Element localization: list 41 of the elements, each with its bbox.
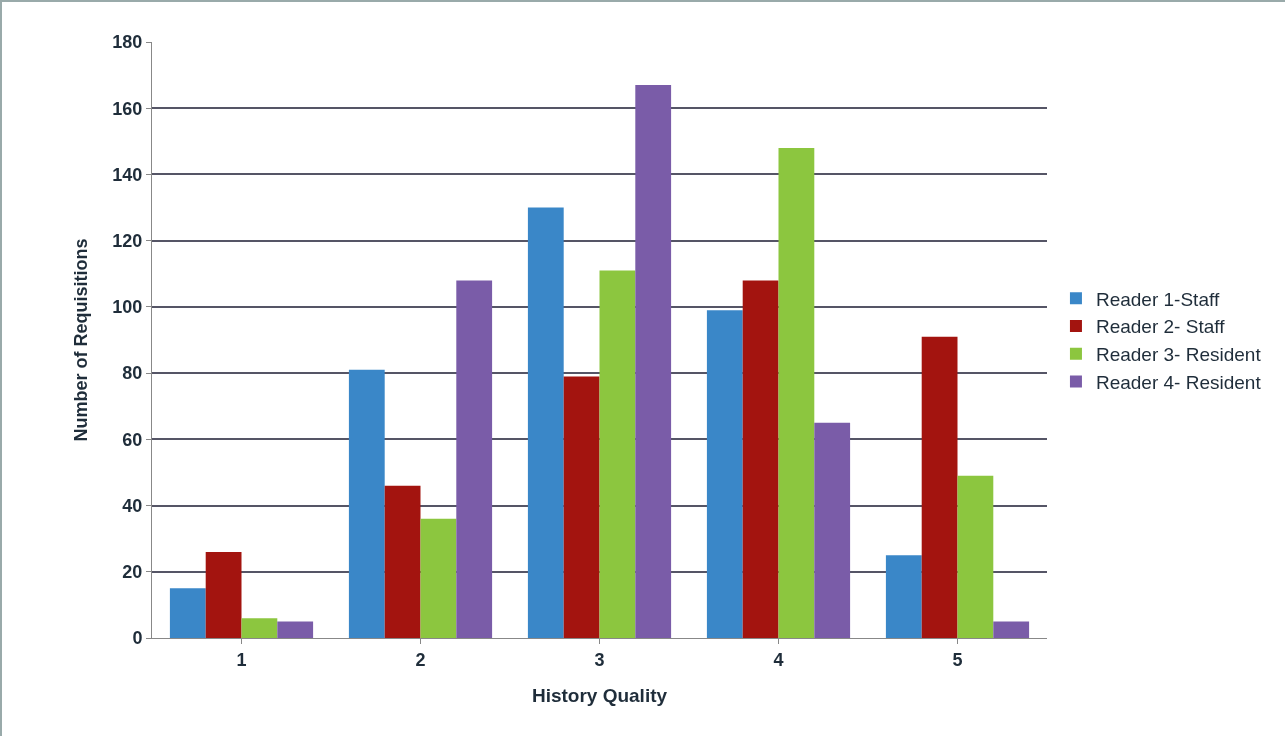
y-tick-label: 160 <box>112 98 143 119</box>
y-tick-label: 80 <box>122 363 143 384</box>
bar <box>420 518 457 638</box>
legend-label: Reader 3- Resident <box>1095 344 1262 366</box>
x-tick-label: 5 <box>952 649 963 670</box>
bar <box>384 485 421 638</box>
bar <box>993 621 1030 638</box>
legend-label: Reader 1-Staff <box>1095 288 1220 310</box>
bar <box>742 280 779 638</box>
bar <box>885 555 922 638</box>
bar <box>205 551 242 638</box>
legend-label: Reader 4- Resident <box>1095 371 1262 393</box>
bar <box>635 85 672 638</box>
bar <box>921 336 958 638</box>
bar <box>456 280 493 638</box>
bar <box>706 310 743 638</box>
bar <box>169 588 206 638</box>
y-tick-label: 180 <box>112 32 143 53</box>
bar <box>563 376 600 638</box>
x-tick-label: 3 <box>594 649 605 670</box>
x-tick-label: 4 <box>773 649 784 670</box>
y-tick-label: 20 <box>122 562 143 583</box>
y-axis-title: Number of Requisitions <box>70 238 91 442</box>
bar <box>814 422 851 638</box>
y-tick-label: 0 <box>132 628 143 649</box>
bar <box>348 369 385 638</box>
y-tick-label: 60 <box>122 429 143 450</box>
x-tick-label: 2 <box>415 649 426 670</box>
y-tick-label: 120 <box>112 230 143 251</box>
x-tick-label: 1 <box>236 649 247 670</box>
bar <box>957 475 994 638</box>
y-tick-label: 140 <box>112 164 143 185</box>
y-tick-label: 100 <box>112 297 143 318</box>
y-tick-label: 40 <box>122 495 143 516</box>
legend-label: Reader 2- Staff <box>1095 316 1226 338</box>
bar <box>599 270 636 638</box>
bar <box>277 621 314 638</box>
bar <box>527 207 564 638</box>
bar <box>778 147 815 638</box>
x-axis-title: History Quality <box>531 685 668 707</box>
bar <box>241 618 278 638</box>
